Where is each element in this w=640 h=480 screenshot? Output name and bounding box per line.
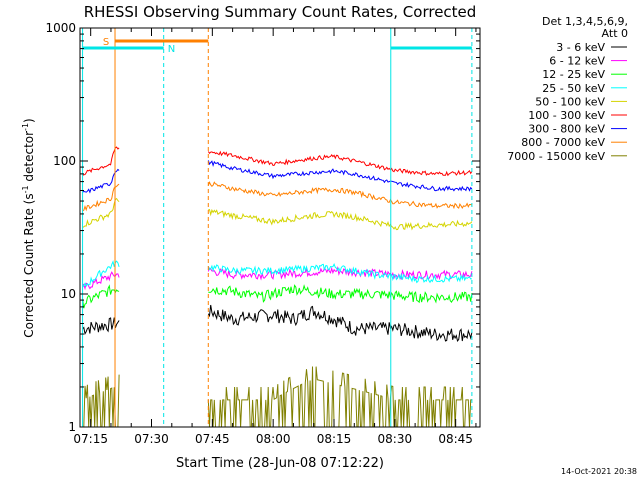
series-line xyxy=(82,260,120,288)
legend-label: 7000 - 15000 keV xyxy=(507,150,605,163)
series-800-to-7000keV-kev xyxy=(82,181,473,212)
x-tick-label: 08:45 xyxy=(438,432,473,446)
x-tick-label: 08:30 xyxy=(378,432,413,446)
series-line xyxy=(208,208,473,231)
night-flag-label: N xyxy=(168,44,175,55)
series-line xyxy=(207,304,473,342)
legend-header-line-1: Det 1,3,4,5,6,9, xyxy=(542,15,628,28)
y-tick-label: 1000 xyxy=(45,21,76,35)
x-axis-label: Start Time (28-Jun-08 07:12:22) xyxy=(176,456,384,471)
series-line xyxy=(82,284,120,309)
legend-label: 25 - 50 keV xyxy=(542,82,605,95)
series-line xyxy=(208,284,473,304)
y-axis-label: Corrected Count Rate (s-1 detector-1) xyxy=(21,118,36,337)
legend-label: 800 - 7000 keV xyxy=(521,136,605,149)
series-25-to-50keV-kev xyxy=(82,260,472,288)
saa-flag-label: S xyxy=(103,37,109,48)
series-line xyxy=(82,374,120,428)
series-50-to-100keV-kev xyxy=(82,197,473,231)
legend-label: 6 - 12 keV xyxy=(549,55,605,68)
series-7000-to-15000keV-kev xyxy=(82,366,472,428)
series-line xyxy=(207,181,473,210)
series-line xyxy=(207,366,472,428)
series-line xyxy=(207,150,473,177)
chart-title: RHESSI Observing Summary Count Rates, Co… xyxy=(84,3,477,21)
y-tick-label: 1 xyxy=(68,420,76,434)
series-line xyxy=(82,271,120,291)
series-line xyxy=(82,146,120,176)
legend-label: 100 - 300 keV xyxy=(528,109,605,122)
series-line xyxy=(207,266,473,281)
y-tick-label: 100 xyxy=(53,154,76,168)
series-12-to-25keV-kev xyxy=(82,284,473,309)
legend-header-line-2: Att 0 xyxy=(602,27,628,40)
series-line xyxy=(207,160,473,192)
plot-frame xyxy=(79,27,481,428)
legend-label: 3 - 6 keV xyxy=(556,41,605,54)
series-line xyxy=(82,197,120,228)
x-tick-label: 07:30 xyxy=(134,432,169,446)
legend-label: 50 - 100 keV xyxy=(535,95,605,108)
footer-timestamp: 14-Oct-2021 20:38 xyxy=(561,467,637,476)
series-3-to-6keV-kev xyxy=(82,304,473,342)
series-300-to-800keV-kev xyxy=(82,160,473,194)
series-line xyxy=(207,262,472,284)
y-tick-label: 10 xyxy=(61,287,76,301)
series-line xyxy=(82,183,120,212)
x-tick-label: 07:15 xyxy=(73,432,108,446)
x-tick-label: 08:00 xyxy=(256,432,291,446)
series-line xyxy=(82,317,120,336)
legend-label: 12 - 25 keV xyxy=(542,68,605,81)
series-line xyxy=(82,168,120,194)
x-tick-label: 07:45 xyxy=(195,432,230,446)
legend-label: 300 - 800 keV xyxy=(528,123,605,136)
plot-area: S N 1 10 100 1000 07:15 07:30 07:45 08:00 08:15 08:… xyxy=(45,21,481,446)
series-100-to-300keV-kev xyxy=(82,146,473,177)
x-tick-label: 08:15 xyxy=(317,432,352,446)
